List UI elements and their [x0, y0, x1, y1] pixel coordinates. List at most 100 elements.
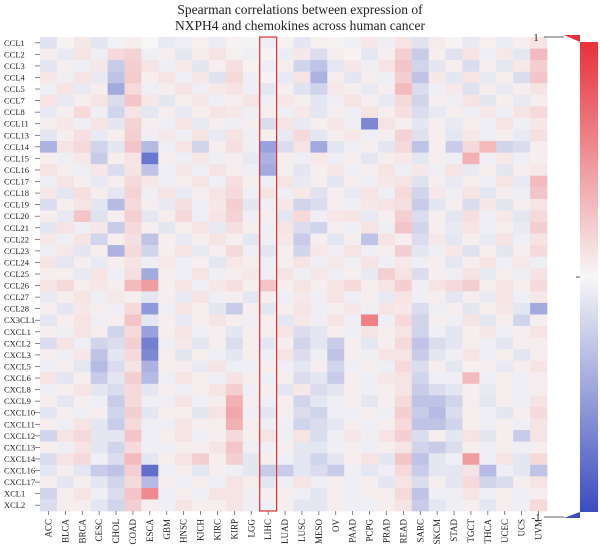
heatmap-cell-CCL3-LIHC — [259, 60, 277, 73]
heatmap-cell-CCL27-CHOL — [107, 291, 125, 304]
heatmap-cell-XCL1-READ — [394, 487, 413, 500]
heatmap-cell-CCL24-CHOL — [107, 256, 125, 269]
heatmap-cell-XCL2-ACC — [40, 499, 58, 512]
heatmap-cell-CCL18-PCPG — [361, 187, 379, 200]
heatmap-cell-CCL21-OV — [327, 221, 345, 234]
heatmap-cell-CCL22-HNSC — [175, 233, 193, 246]
heatmap-cell-CCL3-KICH — [192, 60, 210, 73]
heatmap-cell-CCL2-KICH — [192, 48, 210, 61]
heatmap-cell-CXCL9-LUSC — [293, 395, 311, 408]
heatmap-cell-CCL24-STAD — [445, 256, 463, 269]
heatmap-cell-CCL5-READ — [394, 83, 413, 96]
heatmap-cell-CCL18-MESO — [310, 187, 328, 200]
heatmap-cell-CXCL8-LUSC — [293, 383, 311, 396]
heatmap-cell-CCL20-PAAD — [344, 210, 362, 223]
heatmap-cell-CCL20-LGG — [242, 210, 261, 223]
heatmap-cell-XCL2-UCS — [513, 499, 531, 512]
heatmap-cell-CXCL8-READ — [394, 383, 413, 396]
heatmap-cell-CX3CL1-SKCM — [428, 314, 446, 327]
heatmap-cell-CXCL12-UVM — [530, 430, 548, 443]
heatmap-cell-CCL28-STAD — [445, 302, 463, 315]
heatmap-cell-CCL7-OV — [327, 94, 345, 107]
row-label-CXCL5: CXCL5 — [4, 361, 31, 371]
heatmap-cell-XCL2-HNSC — [175, 499, 193, 512]
heatmap-cell-CXCL12-CESC — [90, 430, 108, 443]
heatmap-cell-CXCL14-CESC — [90, 453, 108, 466]
heatmap-cell-CCL8-MESO — [310, 106, 328, 119]
heatmap-cell-CCL1-PCPG — [361, 37, 379, 49]
heatmap-cell-CCL11-PRAD — [378, 117, 396, 130]
heatmap-cell-CCL21-PAAD — [344, 221, 362, 234]
column-label-HNSC: HNSC — [179, 519, 189, 543]
heatmap-cell-CXCL3-KIRP — [225, 349, 244, 362]
heatmap-cell-CXCL14-TGCT — [462, 453, 480, 466]
heatmap-cell-CXCL2-COAD — [124, 337, 142, 350]
heatmap-cell-CCL3-LGG — [242, 60, 261, 73]
heatmap-cell-CCL14-CESC — [90, 141, 108, 154]
heatmap-cell-CXCL14-KIRP — [225, 453, 244, 466]
heatmap-cell-CXCL10-OV — [327, 406, 345, 419]
heatmap-cell-CXCL11-SKCM — [428, 418, 446, 431]
heatmap-cell-CXCL1-OV — [327, 326, 345, 338]
heatmap-cell-CXCL12-SARC — [411, 430, 430, 443]
heatmap-cell-CCL26-SKCM — [428, 279, 446, 292]
heatmap-cell-CCL13-UCEC — [496, 129, 514, 142]
heatmap-cell-CCL27-KIRC — [209, 291, 227, 304]
heatmap-cell-CXCL1-PAAD — [344, 326, 362, 338]
column-label-MESO: MESO — [314, 519, 324, 545]
heatmap-cell-CCL27-KIRP — [225, 291, 244, 304]
heatmap-cell-CCL26-UCS — [513, 279, 531, 292]
heatmap-cell-CXCL10-SARC — [411, 406, 430, 419]
heatmap-cell-CXCL8-CESC — [90, 383, 108, 396]
heatmap-cell-CCL15-LGG — [242, 152, 261, 165]
heatmap-cell-CCL17-UCS — [513, 175, 531, 188]
heatmap-cell-CXCL1-HNSC — [175, 326, 193, 338]
heatmap-cell-CCL5-KIRP — [225, 83, 244, 96]
heatmap-cell-CCL18-KIRP — [225, 187, 244, 200]
heatmap-cell-CCL8-SKCM — [428, 106, 446, 119]
heatmap-cell-CCL16-COAD — [124, 164, 142, 177]
heatmap-cell-CXCL2-STAD — [445, 337, 463, 350]
heatmap-cell-CXCL9-STAD — [445, 395, 463, 408]
heatmap-cell-CXCL11-CESC — [90, 418, 108, 431]
heatmap-cell-CCL21-BLCA — [56, 221, 75, 234]
heatmap-cell-CCL24-SKCM — [428, 256, 446, 269]
heatmap-cell-CXCL13-HNSC — [175, 441, 193, 454]
heatmap-cell-CXCL6-ESCA — [141, 372, 159, 385]
heatmap-cell-CXCL12-OV — [327, 430, 345, 443]
heatmap-cell-CCL2-SARC — [411, 48, 430, 61]
heatmap-cell-CCL15-KICH — [192, 152, 210, 165]
heatmap-cell-CCL27-UVM — [530, 291, 548, 304]
heatmap-cell-CCL14-LGG — [242, 141, 261, 154]
heatmap-cell-CCL17-CESC — [90, 175, 108, 188]
heatmap-cell-CCL8-ACC — [40, 106, 58, 119]
heatmap-cell-CCL23-CESC — [90, 245, 108, 258]
heatmap-cell-CCL17-LUAD — [276, 175, 294, 188]
heatmap-cell-CCL28-GBM — [158, 302, 176, 315]
heatmap-cell-XCL2-OV — [327, 499, 345, 512]
heatmap-cell-CXCL13-KIRP — [225, 441, 244, 454]
heatmap-cell-CCL13-PCPG — [361, 129, 379, 142]
heatmap-cell-CCL2-CESC — [90, 48, 108, 61]
heatmap-cell-CXCL14-PAAD — [344, 453, 362, 466]
heatmap-cell-CCL18-LUSC — [293, 187, 311, 200]
heatmap-cell-CCL14-KIRP — [225, 141, 244, 154]
heatmap-cell-CXCL1-BLCA — [56, 326, 75, 338]
heatmap-cell-CXCL12-BLCA — [56, 430, 75, 443]
heatmap-cell-CCL3-MESO — [310, 60, 328, 73]
heatmap-cell-CCL5-SARC — [411, 83, 430, 96]
heatmap-cell-CXCL6-LUAD — [276, 372, 294, 385]
heatmap-cell-CCL20-LUSC — [293, 210, 311, 223]
heatmap-cell-CCL25-READ — [394, 268, 413, 281]
heatmap-cell-CXCL16-KIRC — [209, 464, 227, 477]
heatmap-cell-CCL15-PRAD — [378, 152, 396, 165]
heatmap-cell-CXCL13-TGCT — [462, 441, 480, 454]
heatmap-cell-CXCL6-LUSC — [293, 372, 311, 385]
heatmap-cell-CCL7-THCA — [479, 94, 497, 107]
heatmap-cell-CXCL3-READ — [394, 349, 413, 362]
heatmap-cell-CXCL3-LGG — [242, 349, 261, 362]
heatmap-cell-CCL17-HNSC — [175, 175, 193, 188]
heatmap-cell-CCL2-TGCT — [462, 48, 480, 61]
heatmap-cell-CCL4-HNSC — [175, 71, 193, 84]
heatmap-cell-CCL5-ACC — [40, 83, 58, 96]
